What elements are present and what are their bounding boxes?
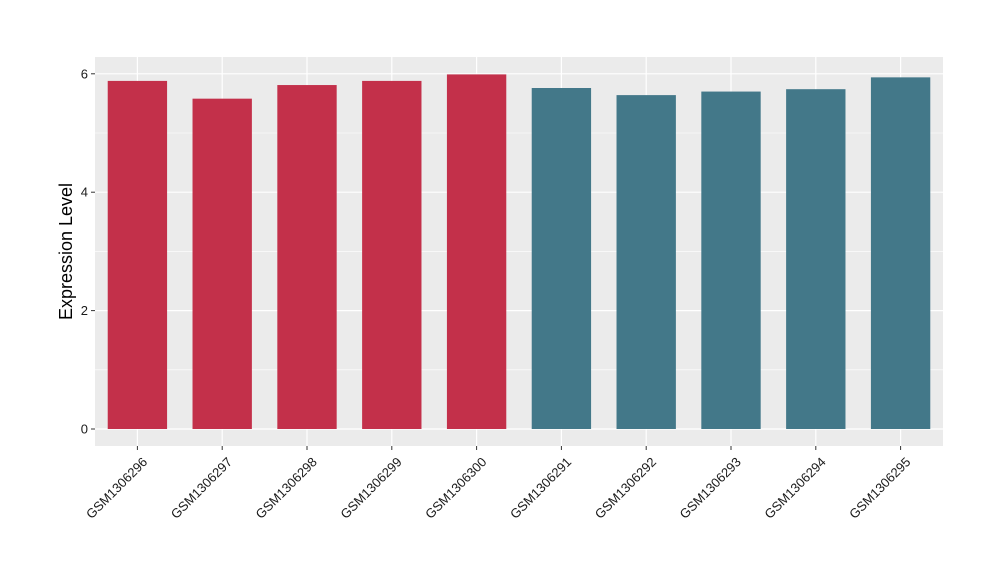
x-tick-label-GSM1306300: GSM1306300	[422, 454, 489, 521]
y-axis-title: Expression Level	[56, 183, 76, 320]
x-tick-label-GSM1306292: GSM1306292	[592, 454, 659, 521]
bar-GSM1306295	[870, 77, 931, 430]
x-tick-label-GSM1306295: GSM1306295	[846, 454, 913, 521]
x-axis: GSM1306296 GSM1306297 GSM1306298 GSM1306299…	[83, 446, 914, 522]
y-tick-label: 4	[81, 185, 88, 200]
y-tick-label: 6	[81, 66, 88, 81]
y-axis: 0 2 4 6	[81, 66, 95, 437]
bar-GSM1306296	[107, 80, 168, 430]
x-tick-label-GSM1306296: GSM1306296	[83, 454, 150, 521]
bar-GSM1306299	[362, 80, 422, 430]
bar-GSM1306293	[701, 91, 761, 429]
bar-GSM1306294	[786, 89, 846, 429]
y-tick-label: 2	[81, 303, 88, 318]
x-tick-label-GSM1306294: GSM1306294	[761, 454, 828, 521]
bar-GSM1306300	[446, 74, 507, 429]
x-tick-label-GSM1306293: GSM1306293	[677, 454, 744, 521]
bar-GSM1306297	[192, 98, 252, 429]
y-tick-label: 0	[81, 422, 88, 437]
x-tick-label-GSM1306297: GSM1306297	[168, 454, 235, 521]
bar-GSM1306298	[277, 85, 337, 429]
bar-GSM1306291	[531, 88, 592, 430]
bar-GSM1306292	[616, 95, 676, 429]
bars	[107, 74, 931, 430]
x-tick-label-GSM1306298: GSM1306298	[253, 454, 320, 521]
x-tick-label-GSM1306291: GSM1306291	[507, 454, 574, 521]
x-tick-label-GSM1306299: GSM1306299	[337, 454, 404, 521]
